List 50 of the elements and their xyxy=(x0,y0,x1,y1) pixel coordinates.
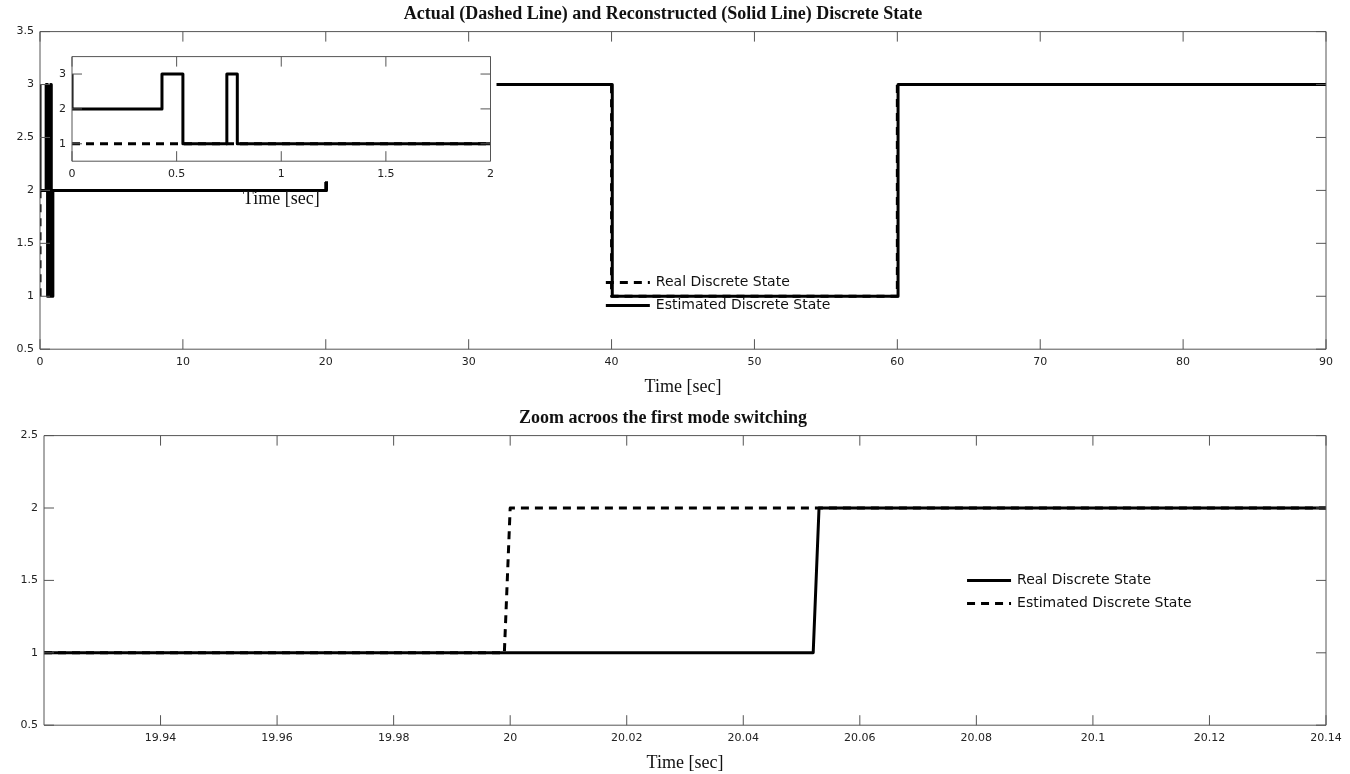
y-tick-label: 2 xyxy=(27,183,34,197)
x-tick-label: 19.94 xyxy=(144,730,177,744)
y-tick-label: 0.5 xyxy=(20,718,38,732)
y-tick-label: 2 xyxy=(59,101,66,115)
legend-label: Estimated Discrete State xyxy=(655,296,831,313)
chart-title: Actual (Dashed Line) and Reconstructed (Solid Line) Discrete State xyxy=(403,3,923,25)
x-tick-label: 20.12 xyxy=(1193,730,1226,744)
x-tick-label: 0 xyxy=(68,166,76,180)
legend-label: Estimated Discrete State xyxy=(1017,594,1192,611)
x-tick-label: 20.14 xyxy=(1310,730,1342,744)
x-tick-label: 70 xyxy=(1033,354,1048,368)
x-tick-label: 20.08 xyxy=(960,730,993,744)
x-tick-label: 1.5 xyxy=(377,166,395,180)
x-tick-label: 30 xyxy=(461,354,476,368)
x-tick-label: 80 xyxy=(1176,354,1191,368)
chart-title: Zoom acroos the first mode switching xyxy=(518,407,808,428)
x-tick-label: 1 xyxy=(277,166,285,180)
y-tick-label: 2.5 xyxy=(16,130,34,144)
y-tick-label: 3 xyxy=(59,66,66,80)
y-tick-label: 3 xyxy=(27,77,34,91)
y-tick-label: 0.5 xyxy=(16,342,34,356)
y-tick-label: 2.5 xyxy=(20,428,38,442)
x-tick-label: 50 xyxy=(747,354,762,368)
x-tick-label: 0.5 xyxy=(167,166,186,180)
x-tick-label: 19.96 xyxy=(261,730,293,744)
x-tick-label: 20 xyxy=(503,730,518,744)
x-axis-title: Time [sec] xyxy=(646,751,724,772)
x-tick-label: 40 xyxy=(604,354,619,368)
y-tick-label: 1.5 xyxy=(20,573,38,587)
x-tick-label: 10 xyxy=(175,354,190,368)
x-tick-label: 0 xyxy=(36,354,44,368)
y-tick-label: 2 xyxy=(31,500,38,514)
x-tick-label: 20.02 xyxy=(610,730,643,744)
y-tick-label: 3.5 xyxy=(16,24,34,38)
x-tick-label: 2 xyxy=(487,166,494,180)
y-tick-label: 1 xyxy=(27,289,34,303)
x-tick-label: 20 xyxy=(318,354,333,368)
x-tick-label: 90 xyxy=(1319,354,1333,368)
x-tick-label: 20.06 xyxy=(844,730,876,744)
x-tick-label: 60 xyxy=(890,354,905,368)
y-tick-label: 1 xyxy=(59,136,66,150)
x-tick-label: 20.1 xyxy=(1080,730,1106,744)
x-axis-title: Time [sec] xyxy=(644,375,722,396)
legend-label: Real Discrete State xyxy=(1017,571,1152,588)
x-axis-title: Time [sec] xyxy=(242,187,320,208)
y-tick-label: 1.5 xyxy=(16,236,34,250)
legend-label: Real Discrete State xyxy=(655,273,790,290)
y-tick-label: 1 xyxy=(31,645,38,659)
x-tick-label: 19.98 xyxy=(377,730,410,744)
x-tick-label: 20.04 xyxy=(727,730,760,744)
